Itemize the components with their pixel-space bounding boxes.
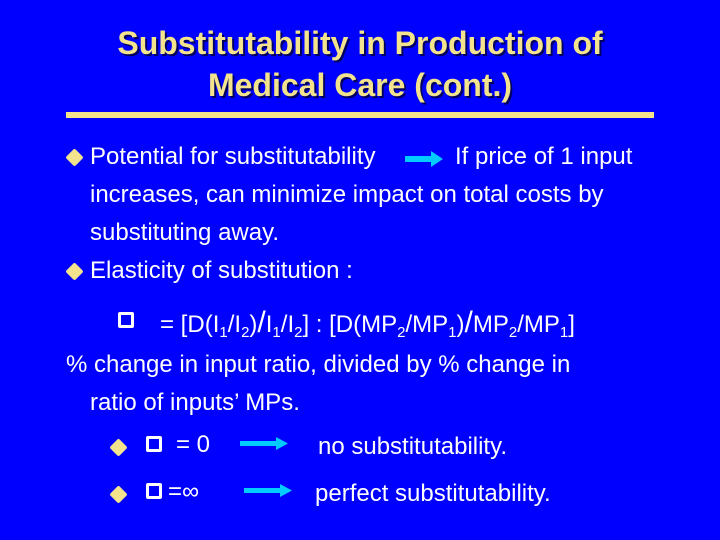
formula-subscript: 2 [508,324,518,341]
case-zero-result: no substitutability. [318,433,507,460]
slide-title-line-1: Substitutability in Production of [117,25,603,61]
bullet-potential-line-2: increases, can minimize impact on total … [90,181,604,208]
formula-subscript: 1 [448,324,457,341]
formula-part: I [234,311,242,338]
formula-subscript: 1 [272,324,281,341]
formula-subscript: 2 [241,324,250,341]
delta-icon: D [187,311,205,338]
square-rho-icon [146,483,162,499]
formula-part: MP [472,311,509,338]
explanation-line-2: ratio of inputs’ MPs. [90,389,300,416]
case-infinite-result: perfect substitutability. [315,480,551,507]
formula-part: /MP [405,311,449,338]
right-arrow-icon [405,151,443,167]
formula-part: ) [249,311,258,338]
formula-part: I [287,311,295,338]
slide-title-line-2: Medical Care (cont.) [207,67,513,103]
formula-part: / [227,311,235,338]
formula-part: ( [204,311,213,338]
bullet-potential-line-3: substituting away. [90,219,279,246]
square-rho-icon [146,436,162,452]
formula-part: = [ [160,311,188,338]
square-rho-icon [118,312,134,328]
bullet-potential-label: Potential for substitutability [90,143,376,170]
formula-subscript: 2 [397,324,406,341]
diamond-bullet-icon [109,485,128,504]
delta-icon: D [335,311,354,338]
formula-part: I [265,311,273,338]
elasticity-formula: = [D(I1/I2)/I1/I2] : [D(MP2/MP1)/MP2/MP1… [160,308,575,348]
formula-subscript: 2 [294,324,303,341]
right-arrow-icon [244,484,292,497]
formula-part: I [212,311,220,338]
diamond-bullet-icon [65,262,84,281]
formula-part: /MP [517,311,560,338]
formula-part: ) [456,311,465,338]
formula-subscript: 1 [559,324,569,341]
formula-part: / [464,306,473,339]
diamond-bullet-icon [65,148,84,167]
formula-subscript: 1 [219,324,228,341]
case-zero-relation: = 0 [176,431,211,458]
formula-part: (MP [353,311,398,338]
title-underline [66,112,654,118]
formula-part: ] [568,311,575,338]
formula-part: / [257,306,266,339]
right-arrow-icon [240,437,288,450]
bullet-potential-consequence: If price of 1 input [455,143,633,170]
bullet-elasticity-label: Elasticity of substitution : [90,257,353,284]
explanation-line-1: % change in input ratio, divided by % ch… [66,351,571,378]
diamond-bullet-icon [109,438,128,457]
case-infinite-relation: =∞ [168,478,200,505]
formula-part: / [280,311,288,338]
formula-part: ] : [ [302,311,336,338]
